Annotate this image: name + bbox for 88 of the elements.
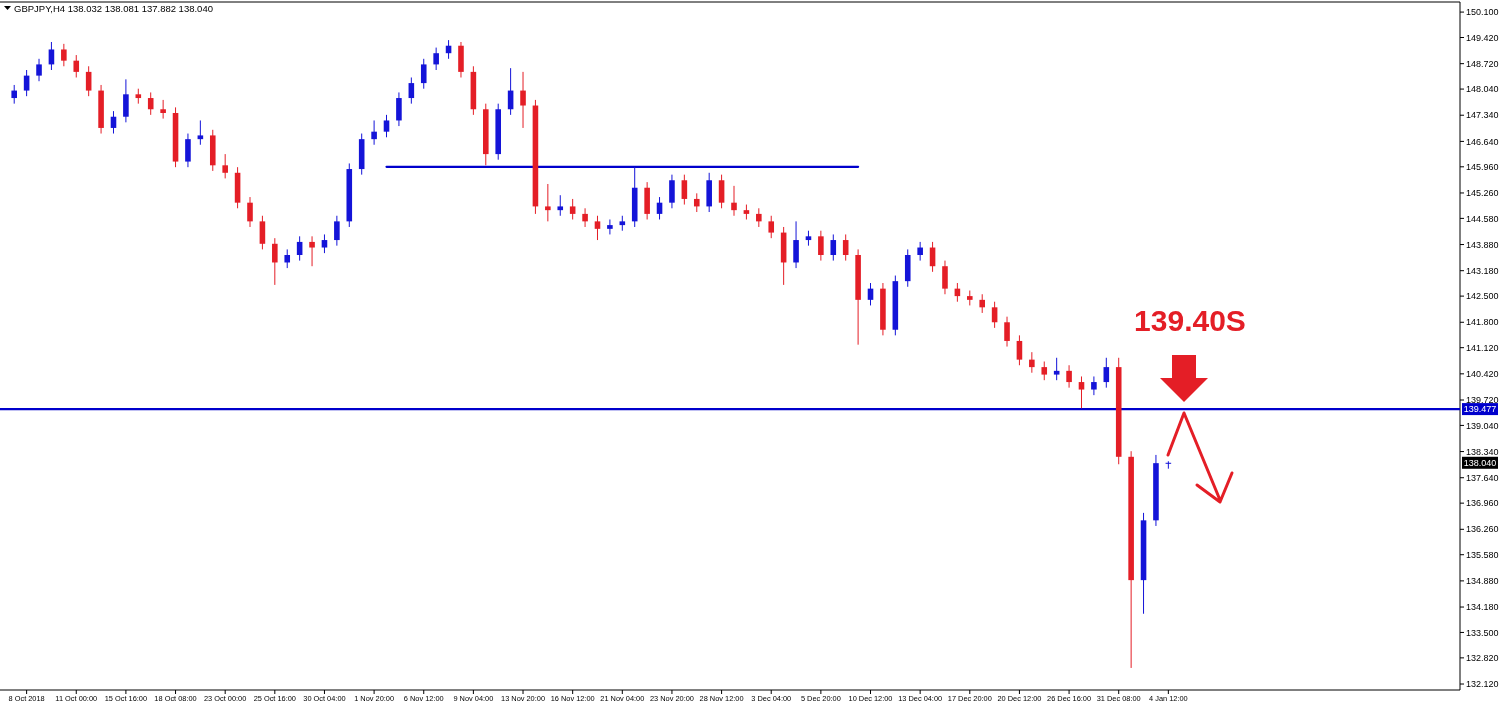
- y-tick-label: 143.180: [1466, 265, 1499, 276]
- y-tick-label: 139.720: [1466, 395, 1499, 406]
- candlestick: [756, 207, 762, 228]
- candlestick: [731, 185, 737, 217]
- candlestick: [73, 54, 80, 78]
- y-tick-label: 148.720: [1466, 58, 1499, 69]
- annotation: 138.040: [1463, 457, 1497, 468]
- candlestick: [1066, 364, 1072, 389]
- candlestick: [309, 235, 315, 267]
- candlestick: [272, 237, 278, 286]
- y-tick-label: 139.040: [1466, 420, 1499, 431]
- y-tick-label: 132.820: [1466, 653, 1499, 664]
- y-tick-label: 137.640: [1466, 472, 1499, 483]
- candlestick: [396, 91, 402, 127]
- y-tick-label: 141.120: [1466, 342, 1499, 353]
- y-tick-label: 138.340: [1466, 446, 1499, 457]
- candlestick: [23, 69, 30, 97]
- candlestick: [222, 153, 228, 179]
- candlestick: [557, 194, 564, 217]
- y-tick-label: 144.580: [1466, 213, 1499, 224]
- y-tick-label: 145.260: [1466, 188, 1499, 199]
- candlestick: [259, 215, 266, 250]
- candlestick: [147, 91, 154, 116]
- y-tick-label: 134.880: [1466, 576, 1499, 587]
- candlestick: [284, 248, 291, 269]
- candlestick: [842, 233, 849, 262]
- candlestick: [197, 119, 204, 146]
- candlestick: [681, 174, 688, 206]
- candlestick: [11, 84, 17, 105]
- annotation: 139.40S: [1134, 304, 1246, 337]
- y-tick-label: 149.420: [1466, 32, 1499, 43]
- candlestick: [830, 233, 837, 262]
- candlestick: [1103, 357, 1110, 389]
- candlestick: [321, 233, 328, 254]
- candlestick: [433, 47, 439, 71]
- candlestick: [917, 241, 923, 262]
- candlestick: [768, 215, 775, 239]
- ref-line-label: 139.477: [1463, 404, 1497, 415]
- candlestick: [408, 76, 415, 105]
- candlestick: [569, 198, 576, 220]
- y-tick-label: 145.960: [1466, 161, 1499, 172]
- candlestick: [1053, 357, 1060, 381]
- candlestick: [520, 71, 526, 129]
- candlestick: [979, 293, 985, 314]
- candlestick: [334, 215, 340, 247]
- y-tick-label: 133.500: [1466, 627, 1499, 638]
- candlestick: [160, 99, 166, 120]
- candlestick: [1016, 334, 1023, 366]
- candlestick: [693, 192, 700, 213]
- candlestick: [247, 196, 253, 228]
- candlestick: [991, 301, 998, 329]
- candlestick: [818, 230, 824, 262]
- chart-title: GBPJPY,H4 138.032 138.081 137.882 138.040: [14, 3, 213, 14]
- y-tick-label: 147.340: [1466, 110, 1499, 121]
- candlestick: [669, 174, 675, 209]
- candlestick: [545, 183, 551, 222]
- candlestick: [1004, 316, 1010, 348]
- y-tick-label: 136.260: [1466, 524, 1499, 535]
- y-tick-label: 148.040: [1466, 84, 1499, 95]
- candlestick: [1029, 351, 1035, 374]
- y-tick-label: 134.180: [1466, 602, 1499, 613]
- candlestick: [1041, 361, 1048, 381]
- candlestick: [942, 260, 948, 295]
- y-tick-label: 150.100: [1466, 7, 1499, 18]
- candlestick: [1091, 375, 1097, 396]
- y-tick-label: 136.960: [1466, 498, 1499, 509]
- y-tick-label: 132.120: [1466, 679, 1499, 690]
- candlestick: [594, 215, 601, 241]
- candlestick: [420, 58, 427, 90]
- candlestick: [61, 43, 67, 67]
- candlestick: [607, 219, 613, 235]
- candlestick: [1078, 375, 1085, 409]
- candlestick: [48, 41, 55, 71]
- candlestick: [383, 114, 390, 138]
- candlestick: [36, 58, 42, 82]
- candlestick: [718, 174, 725, 209]
- y-tick-label: 143.880: [1466, 239, 1499, 250]
- candlestick: [123, 78, 129, 123]
- y-tick-label: 142.500: [1466, 291, 1499, 302]
- candlestick: [85, 65, 92, 97]
- y-tick-label: 141.800: [1466, 317, 1499, 328]
- y-tick-label: 146.640: [1466, 136, 1499, 147]
- candlestick: [185, 133, 191, 168]
- y-tick-label: 135.580: [1466, 549, 1499, 560]
- candlestick: [582, 207, 588, 228]
- candlestick: [793, 220, 799, 269]
- y-tick-label: 140.420: [1466, 368, 1499, 379]
- candlestick: [371, 119, 377, 146]
